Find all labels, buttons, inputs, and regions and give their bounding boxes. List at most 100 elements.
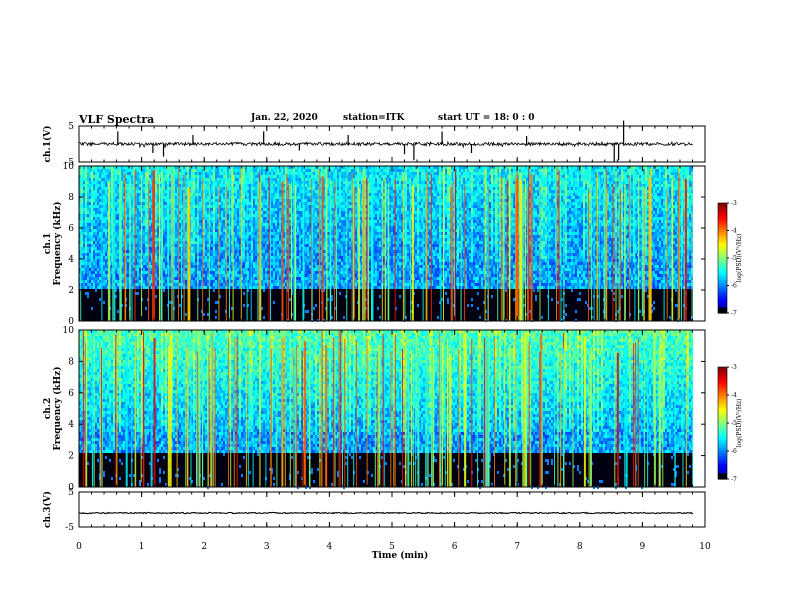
spectrogram-cell <box>253 193 255 196</box>
spectrogram-cell <box>211 205 213 208</box>
spectrogram-cell <box>221 244 223 247</box>
spectrogram-cell <box>305 175 307 178</box>
spectrogram-cell <box>121 172 123 175</box>
spectrogram-cell <box>91 199 93 202</box>
spectrogram-cell <box>199 235 201 238</box>
spectrogram-cell <box>175 205 177 208</box>
spectrogram-cell <box>191 262 193 265</box>
spectrogram-cell <box>83 181 85 184</box>
spectrogram-cell <box>309 220 311 223</box>
spectrogram-cell <box>279 220 281 223</box>
spectrogram-cell <box>253 178 255 181</box>
spectrogram-cell <box>127 253 129 256</box>
spectrogram-cell <box>149 253 151 256</box>
spectrogram-cell <box>211 217 213 220</box>
spectrogram-cell <box>93 190 95 193</box>
spectrogram-cell <box>243 193 245 196</box>
spectrogram-cell <box>185 232 187 235</box>
spectrogram-cell <box>95 217 97 220</box>
spectrogram-cell <box>87 292 89 295</box>
spectrogram-cell <box>199 265 201 268</box>
spectrogram-cell <box>255 259 257 262</box>
spectrogram-cell <box>117 190 119 193</box>
spectrogram-cell <box>119 169 121 172</box>
spectrogram-cell <box>215 274 217 277</box>
spectrogram-cell <box>223 214 225 217</box>
spectrogram-cell <box>253 211 255 214</box>
spectrogram-cell <box>239 277 241 280</box>
spectrogram-cell <box>275 220 277 223</box>
spectrogram-cell <box>139 241 141 244</box>
spectrogram-cell <box>179 190 181 193</box>
spectrogram-cell <box>105 232 107 235</box>
spectrogram-cell <box>271 220 273 223</box>
spectrogram-cell <box>215 229 217 232</box>
spectrogram-cell <box>265 214 267 217</box>
spectrogram-cell <box>85 175 87 178</box>
spectrogram-cell <box>221 187 223 190</box>
spectrogram-cell <box>191 211 193 214</box>
spectrogram-cell <box>145 247 147 250</box>
spectrogram-cell <box>315 169 317 172</box>
spectrogram-cell <box>279 223 281 226</box>
spectrogram-cell <box>105 259 107 262</box>
spectrogram-cell <box>223 169 225 172</box>
spectrogram-cell <box>215 208 217 211</box>
spectrogram-cell <box>243 223 245 226</box>
spectrogram-cell <box>195 271 197 274</box>
spectrogram-cell <box>215 238 217 241</box>
spectrogram-cell <box>255 196 257 199</box>
spectrogram-cell <box>237 253 239 256</box>
spectrogram-cell <box>143 274 145 277</box>
spectrogram-cell <box>165 211 167 214</box>
spectrogram-cell <box>85 253 87 256</box>
spectrogram-cell <box>103 271 105 274</box>
spectrogram-cell <box>307 193 309 196</box>
spectrogram-cell <box>271 169 273 172</box>
spectrogram-cell <box>83 202 85 205</box>
spectrogram-cell <box>163 226 165 229</box>
spectrogram-cell <box>243 265 245 268</box>
spectrogram-cell <box>291 172 293 175</box>
spectrogram-cell <box>275 169 277 172</box>
spectrogram-cell <box>91 286 93 289</box>
spectrogram-cell <box>195 256 197 259</box>
spectrogram-cell <box>289 298 291 301</box>
spectrogram-cell <box>127 205 129 208</box>
spectrogram-cell <box>139 265 141 268</box>
spectrogram-cell <box>265 274 267 277</box>
spectrogram-cell <box>237 259 239 262</box>
spectrogram-cell <box>205 271 207 274</box>
spectrogram-cell <box>179 304 181 307</box>
spectrogram-cell <box>299 232 301 235</box>
spectrogram-cell <box>205 202 207 205</box>
spectrogram-cell <box>235 205 237 208</box>
spectrogram-cell <box>187 172 189 175</box>
spectrogram-cell <box>143 178 145 181</box>
spectrogram-cell <box>165 220 167 223</box>
spectrogram-cell <box>191 175 193 178</box>
spectrogram-cell <box>275 211 277 214</box>
spectrogram-cell <box>279 256 281 259</box>
spectrogram-cell <box>89 274 91 277</box>
spectrogram-cell <box>315 232 317 235</box>
spectrogram-cell <box>253 181 255 184</box>
spectrogram-cell <box>179 238 181 241</box>
spectrogram-cell <box>247 172 249 175</box>
spectrogram-cell <box>237 241 239 244</box>
spectrogram-cell <box>207 220 209 223</box>
spectrogram-cell <box>105 172 107 175</box>
spectrogram-cell <box>257 169 259 172</box>
spectrogram-cell <box>215 211 217 214</box>
spectrogram-cell <box>239 217 241 220</box>
spectrogram-cell <box>253 250 255 253</box>
spectrogram-cell <box>235 241 237 244</box>
spectrogram-cell <box>299 214 301 217</box>
spectrogram-cell <box>193 193 195 196</box>
spectrogram-cell <box>245 169 247 172</box>
spectrogram-cell <box>157 214 159 217</box>
spectrogram-cell <box>251 169 253 172</box>
spectrogram-cell <box>163 190 165 193</box>
spectrogram-cell <box>89 280 91 283</box>
spectrogram-cell <box>279 274 281 277</box>
